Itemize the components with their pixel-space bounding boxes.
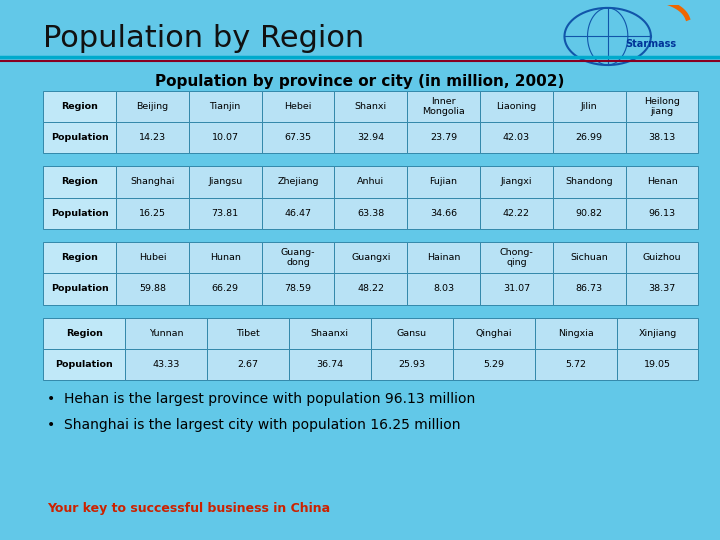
Text: Henan: Henan (647, 178, 678, 186)
Text: Jiangxi: Jiangxi (500, 178, 532, 186)
Text: 67.35: 67.35 (284, 133, 312, 142)
Text: Tibet: Tibet (236, 329, 260, 338)
Text: Shanghai: Shanghai (130, 178, 174, 186)
Text: Jiangsu: Jiangsu (208, 178, 243, 186)
Text: Xinjiang: Xinjiang (639, 329, 677, 338)
Text: 38.37: 38.37 (649, 285, 675, 293)
Text: 96.13: 96.13 (649, 209, 675, 218)
Text: 31.07: 31.07 (503, 285, 530, 293)
Text: 59.88: 59.88 (139, 285, 166, 293)
Text: 2.67: 2.67 (238, 360, 258, 369)
Text: Population: Population (50, 285, 109, 293)
Text: Tianjin: Tianjin (210, 102, 240, 111)
Text: •  Shanghai is the largest city with population 16.25 million: • Shanghai is the largest city with popu… (47, 418, 460, 433)
Text: 48.22: 48.22 (357, 285, 384, 293)
Text: 63.38: 63.38 (357, 209, 384, 218)
Text: 36.74: 36.74 (316, 360, 343, 369)
Text: 42.03: 42.03 (503, 133, 530, 142)
Text: Region: Region (61, 253, 98, 262)
Text: 43.33: 43.33 (153, 360, 180, 369)
Text: Starmass: Starmass (625, 39, 677, 49)
Text: 26.99: 26.99 (576, 133, 603, 142)
Text: •  Hehan is the largest province with population 96.13 million: • Hehan is the largest province with pop… (47, 392, 475, 406)
Text: Guangxi: Guangxi (351, 253, 390, 262)
Text: 90.82: 90.82 (576, 209, 603, 218)
Text: Region: Region (61, 102, 98, 111)
Text: Jilin: Jilin (581, 102, 598, 111)
Text: Shandong: Shandong (565, 178, 613, 186)
Text: 73.81: 73.81 (212, 209, 239, 218)
Text: Yunnan: Yunnan (149, 329, 184, 338)
Text: Hebei: Hebei (284, 102, 312, 111)
Text: Population: Population (55, 360, 113, 369)
Text: 23.79: 23.79 (430, 133, 457, 142)
Text: Your key to successful business in China: Your key to successful business in China (47, 502, 330, 515)
Text: Population: Population (50, 209, 109, 218)
Text: Zhejiang: Zhejiang (277, 178, 319, 186)
Text: Chong-
qing: Chong- qing (500, 248, 534, 267)
Text: Population by province or city (in million, 2002): Population by province or city (in milli… (156, 74, 564, 89)
Text: 46.47: 46.47 (284, 209, 312, 218)
Text: 14.23: 14.23 (139, 133, 166, 142)
Text: 5.29: 5.29 (483, 360, 504, 369)
Text: Shaanxi: Shaanxi (311, 329, 349, 338)
Text: Shanxi: Shanxi (355, 102, 387, 111)
Text: 78.59: 78.59 (284, 285, 312, 293)
Text: Hubei: Hubei (139, 253, 166, 262)
Text: 86.73: 86.73 (575, 285, 603, 293)
Text: Fujian: Fujian (430, 178, 458, 186)
Text: 10.07: 10.07 (212, 133, 239, 142)
Text: Gansu: Gansu (397, 329, 427, 338)
Text: 8.03: 8.03 (433, 285, 454, 293)
Text: Anhui: Anhui (357, 178, 384, 186)
Text: Inner
Mongolia: Inner Mongolia (422, 97, 465, 116)
Text: Hainan: Hainan (427, 253, 460, 262)
Text: 42.22: 42.22 (503, 209, 530, 218)
Text: Sichuan: Sichuan (570, 253, 608, 262)
Text: 16.25: 16.25 (139, 209, 166, 218)
Text: Beijing: Beijing (136, 102, 168, 111)
Text: Population by Region: Population by Region (43, 24, 364, 53)
Text: 5.72: 5.72 (565, 360, 586, 369)
Text: 38.13: 38.13 (649, 133, 675, 142)
Text: Liaoning: Liaoning (496, 102, 536, 111)
Text: Region: Region (61, 178, 98, 186)
Text: Ningxia: Ningxia (558, 329, 593, 338)
Text: Region: Region (66, 329, 102, 338)
Text: Population: Population (50, 133, 109, 142)
Text: 34.66: 34.66 (430, 209, 457, 218)
Text: Heilong
jiang: Heilong jiang (644, 97, 680, 116)
Text: Hunan: Hunan (210, 253, 240, 262)
Text: 25.93: 25.93 (398, 360, 426, 369)
Text: Qinghai: Qinghai (475, 329, 512, 338)
Text: 19.05: 19.05 (644, 360, 671, 369)
Text: Guizhou: Guizhou (643, 253, 681, 262)
Text: Guang-
dong: Guang- dong (281, 248, 315, 267)
Text: 32.94: 32.94 (357, 133, 384, 142)
Text: 66.29: 66.29 (212, 285, 239, 293)
